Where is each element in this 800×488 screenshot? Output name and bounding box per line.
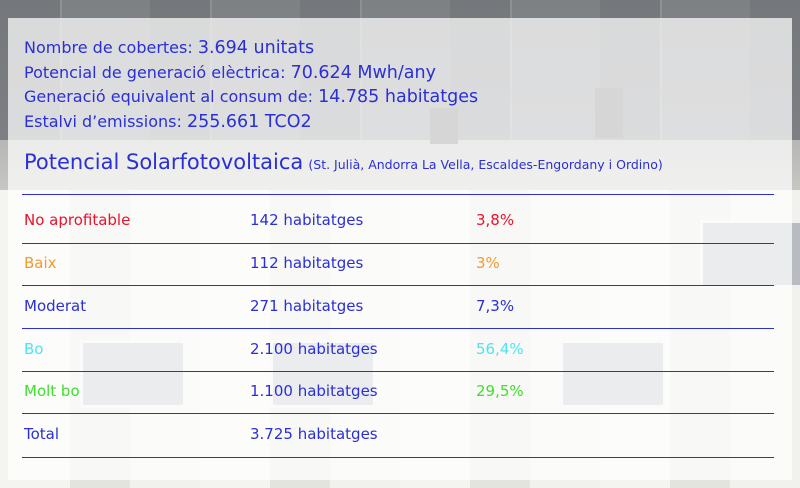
- stat-roofs: Nombre de cobertes: 3.694 unitats: [24, 38, 315, 58]
- row-percent: 3%: [476, 254, 500, 272]
- stat-equivalent: Generació equivalent al consum de: 14.78…: [24, 87, 479, 107]
- divider: [22, 285, 774, 286]
- row-percent: 56,4%: [476, 340, 524, 358]
- row-category: Molt bo: [24, 382, 80, 400]
- table-row: Moderat 271 habitatges 7,3%: [24, 297, 774, 321]
- divider: [22, 194, 774, 195]
- divider: [22, 371, 774, 372]
- row-dwellings: 112 habitatges: [250, 254, 364, 272]
- table-row-total: Total 3.725 habitatges: [24, 425, 774, 449]
- table-row: No aprofitable 142 habitatges 3,8%: [24, 211, 774, 235]
- row-dwellings: 1.100 habitatges: [250, 382, 378, 400]
- row-category: No aprofitable: [24, 211, 131, 229]
- row-dwellings: 3.725 habitatges: [250, 425, 378, 443]
- row-percent: 7,3%: [476, 297, 515, 315]
- info-panel: [8, 18, 792, 480]
- summary-stats: Nombre de cobertes: 3.694 unitats Potenc…: [24, 36, 478, 134]
- divider: [22, 457, 774, 458]
- title-subtitle: (St. Julià, Andorra La Vella, Escaldes-E…: [308, 157, 663, 172]
- row-percent: 3,8%: [476, 211, 515, 229]
- row-dwellings: 271 habitatges: [250, 297, 364, 315]
- row-category: Total: [24, 425, 60, 443]
- table-row: Bo 2.100 habitatges 56,4%: [24, 340, 774, 364]
- section-title: Potencial Solarfotovoltaica (St. Julià, …: [24, 150, 663, 174]
- divider: [22, 243, 774, 244]
- row-dwellings: 142 habitatges: [250, 211, 364, 229]
- divider: [22, 413, 774, 414]
- table-row: Molt bo 1.100 habitatges 29,5%: [24, 382, 774, 406]
- row-dwellings: 2.100 habitatges: [250, 340, 378, 358]
- row-category: Bo: [24, 340, 44, 358]
- row-percent: 29,5%: [476, 382, 524, 400]
- table-row: Baix 112 habitatges 3%: [24, 254, 774, 278]
- row-category: Moderat: [24, 297, 87, 315]
- row-category: Baix: [24, 254, 57, 272]
- divider: [22, 328, 774, 329]
- stat-generation: Potencial de generació elèctrica: 70.624…: [24, 62, 436, 83]
- stat-emissions: Estalvi d’emissions: 255.661 TCO2: [24, 111, 312, 132]
- title-text: Potencial Solarfotovoltaica: [24, 150, 304, 174]
